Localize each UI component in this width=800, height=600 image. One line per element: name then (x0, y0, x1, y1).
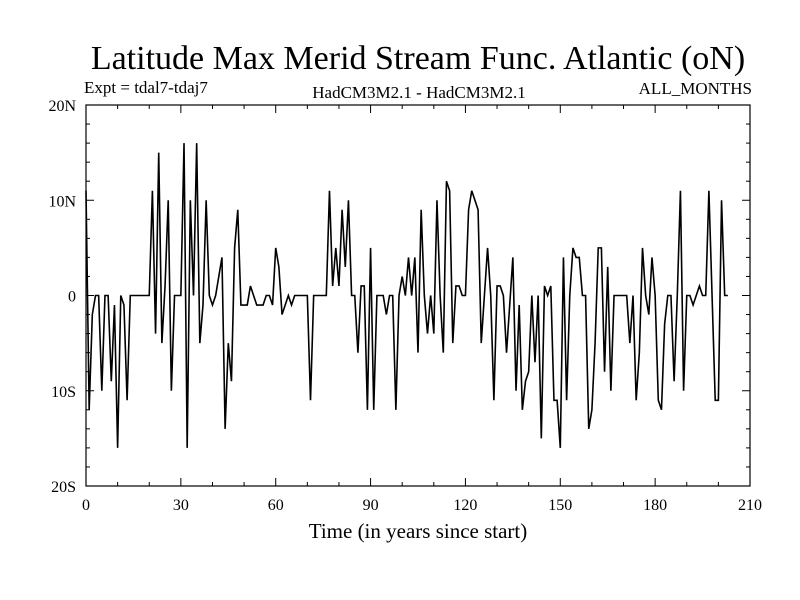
tick-labels: 0 30 60 90 120 150 180 210 20N 10N 0 10S 20S (48, 98, 762, 514)
series-line-latitude (85, 143, 728, 448)
x-tick-label: 150 (548, 497, 572, 514)
y-tick-label: 0 (68, 289, 76, 306)
x-tick-label: 210 (738, 497, 762, 514)
chart-title: Latitude Max Merid Stream Func. Atlantic… (91, 40, 745, 77)
y-tick-label: 20S (51, 479, 76, 496)
x-tick-label: 30 (173, 497, 189, 514)
plot-frame (85, 104, 751, 487)
x-tick-label: 90 (363, 497, 379, 514)
x-tick-label: 60 (268, 497, 284, 514)
subtitle-months: ALL_MONTHS (639, 79, 752, 98)
x-tick-label: 120 (453, 497, 477, 514)
y-tick-label: 10S (51, 384, 76, 401)
subtitle-experiment: Expt = tdal7-tdaj7 (84, 78, 208, 97)
x-tick-label: 180 (643, 497, 667, 514)
x-tick-label: 0 (82, 497, 90, 514)
axis-ticks (85, 104, 751, 487)
y-tick-label: 10N (48, 193, 76, 210)
series-layer (85, 143, 728, 448)
y-tick-label: 20N (48, 98, 76, 115)
subtitle-model: HadCM3M2.1 - HadCM3M2.1 (312, 83, 525, 102)
x-axis-label: Time (in years since start) (309, 519, 528, 543)
